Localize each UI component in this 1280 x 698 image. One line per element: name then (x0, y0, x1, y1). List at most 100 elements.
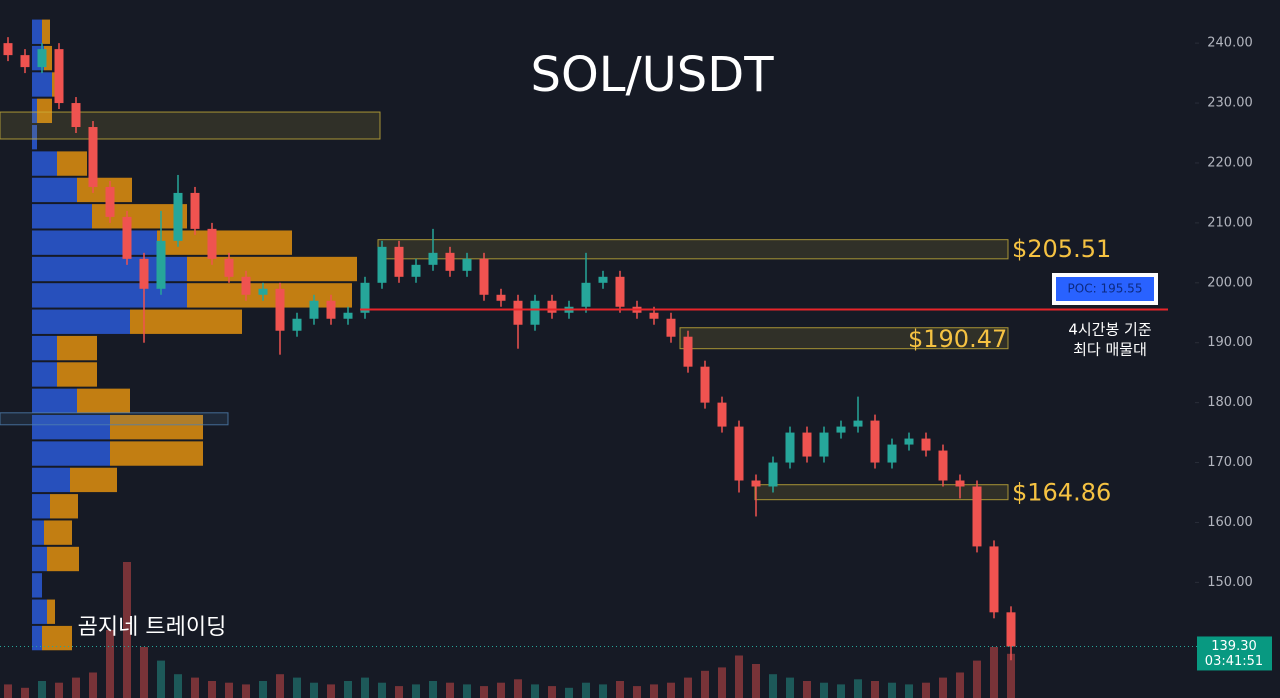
profile-buy (32, 388, 77, 414)
volume-bar (803, 681, 811, 698)
profile-buy (32, 72, 52, 97)
candle-body (972, 486, 982, 547)
profile-buy (32, 98, 37, 124)
candle-body (445, 252, 455, 271)
profile-sell (42, 19, 50, 44)
volume-bar (667, 682, 675, 698)
y-tick-label: 190.00 (1207, 335, 1253, 350)
candle-body (360, 282, 370, 313)
candle-body (3, 43, 13, 56)
volume-bar (310, 682, 318, 698)
candle-body (955, 480, 965, 487)
candle-body (139, 258, 149, 289)
volume-bar (446, 682, 454, 698)
volume-bar (582, 682, 590, 698)
volume-bar (225, 682, 233, 698)
profile-buy (32, 599, 47, 624)
profile-buy (32, 177, 77, 203)
volume-bar (820, 682, 828, 698)
profile-buy (32, 467, 70, 493)
candle-body (309, 300, 319, 319)
candle-body (173, 192, 183, 241)
candle-body (717, 402, 727, 427)
y-tick-label: 170.00 (1207, 455, 1253, 470)
candle-body (122, 216, 132, 259)
y-tick-label: 160.00 (1207, 515, 1253, 530)
candle-body (411, 264, 421, 277)
volume-bar (4, 684, 12, 698)
candle-body (88, 127, 98, 187)
zone (0, 412, 229, 426)
volume-bar (888, 682, 896, 698)
candle-body (530, 300, 540, 325)
candle-body (1006, 612, 1016, 647)
volume-bar (259, 681, 267, 698)
y-tick-label: 240.00 (1207, 36, 1253, 51)
volume-bar (412, 684, 420, 698)
volume-bar (55, 682, 63, 698)
volume-bar (922, 682, 930, 698)
profile-sell (57, 362, 97, 387)
profile-buy (32, 125, 37, 150)
volume-bar (650, 684, 658, 698)
profile-buy (32, 415, 110, 440)
candle-body (853, 420, 863, 427)
price-annotation: $205.51 (1012, 235, 1111, 263)
candle-body (241, 276, 251, 295)
volume-bar (123, 562, 131, 698)
volume-bar (599, 684, 607, 698)
volume-bar (361, 677, 369, 698)
y-tick-label: 200.00 (1207, 275, 1253, 290)
candle-body (921, 438, 931, 451)
profile-buy (32, 309, 130, 334)
last-price-label: 139.30 (1211, 639, 1257, 654)
candle-body (326, 300, 336, 319)
candle-body (156, 240, 166, 289)
y-tick-label: 180.00 (1207, 395, 1253, 410)
zone (754, 484, 1009, 501)
volume-bar (497, 682, 505, 698)
volume-bar (735, 655, 743, 698)
volume-bar (956, 672, 964, 698)
profile-sell (50, 494, 78, 519)
candle-body (581, 282, 591, 307)
volume-bar (38, 681, 46, 698)
poc-label: POC: 195.55 (1068, 282, 1143, 296)
countdown: 03:41:51 (1205, 654, 1263, 669)
candle-body (734, 426, 744, 481)
plot: 240.00 230.00 220.00 210.00 200.00 190.00 180.… (0, 19, 1272, 698)
poc-box (1056, 277, 1154, 301)
volume-bar (174, 674, 182, 698)
volume-bar (769, 674, 777, 698)
volume-bar (208, 681, 216, 698)
volume-bar (973, 660, 981, 698)
volume-bar (242, 684, 250, 698)
volume-bar (565, 687, 573, 698)
candle-body (54, 49, 64, 104)
zone (679, 327, 1009, 350)
candle-body (887, 444, 897, 463)
candle-body (513, 300, 523, 325)
candle-body (768, 462, 778, 487)
candle-body (258, 288, 268, 295)
volume-bar (752, 664, 760, 698)
volume-bar (837, 684, 845, 698)
volume-bar (531, 684, 539, 698)
profile-sell (77, 177, 132, 203)
profile-sell (110, 441, 203, 466)
candle-body (71, 103, 81, 128)
profile-buy (32, 335, 57, 361)
candle-body (785, 432, 795, 463)
candle-body (802, 432, 812, 457)
candle-body (836, 426, 846, 433)
candle-body (377, 246, 387, 283)
profile-sell (77, 388, 130, 414)
volume-bar (633, 686, 641, 698)
candle-body (292, 318, 302, 331)
candle-body (105, 186, 115, 217)
volume-bar (514, 679, 522, 698)
volume-bar (140, 647, 148, 698)
